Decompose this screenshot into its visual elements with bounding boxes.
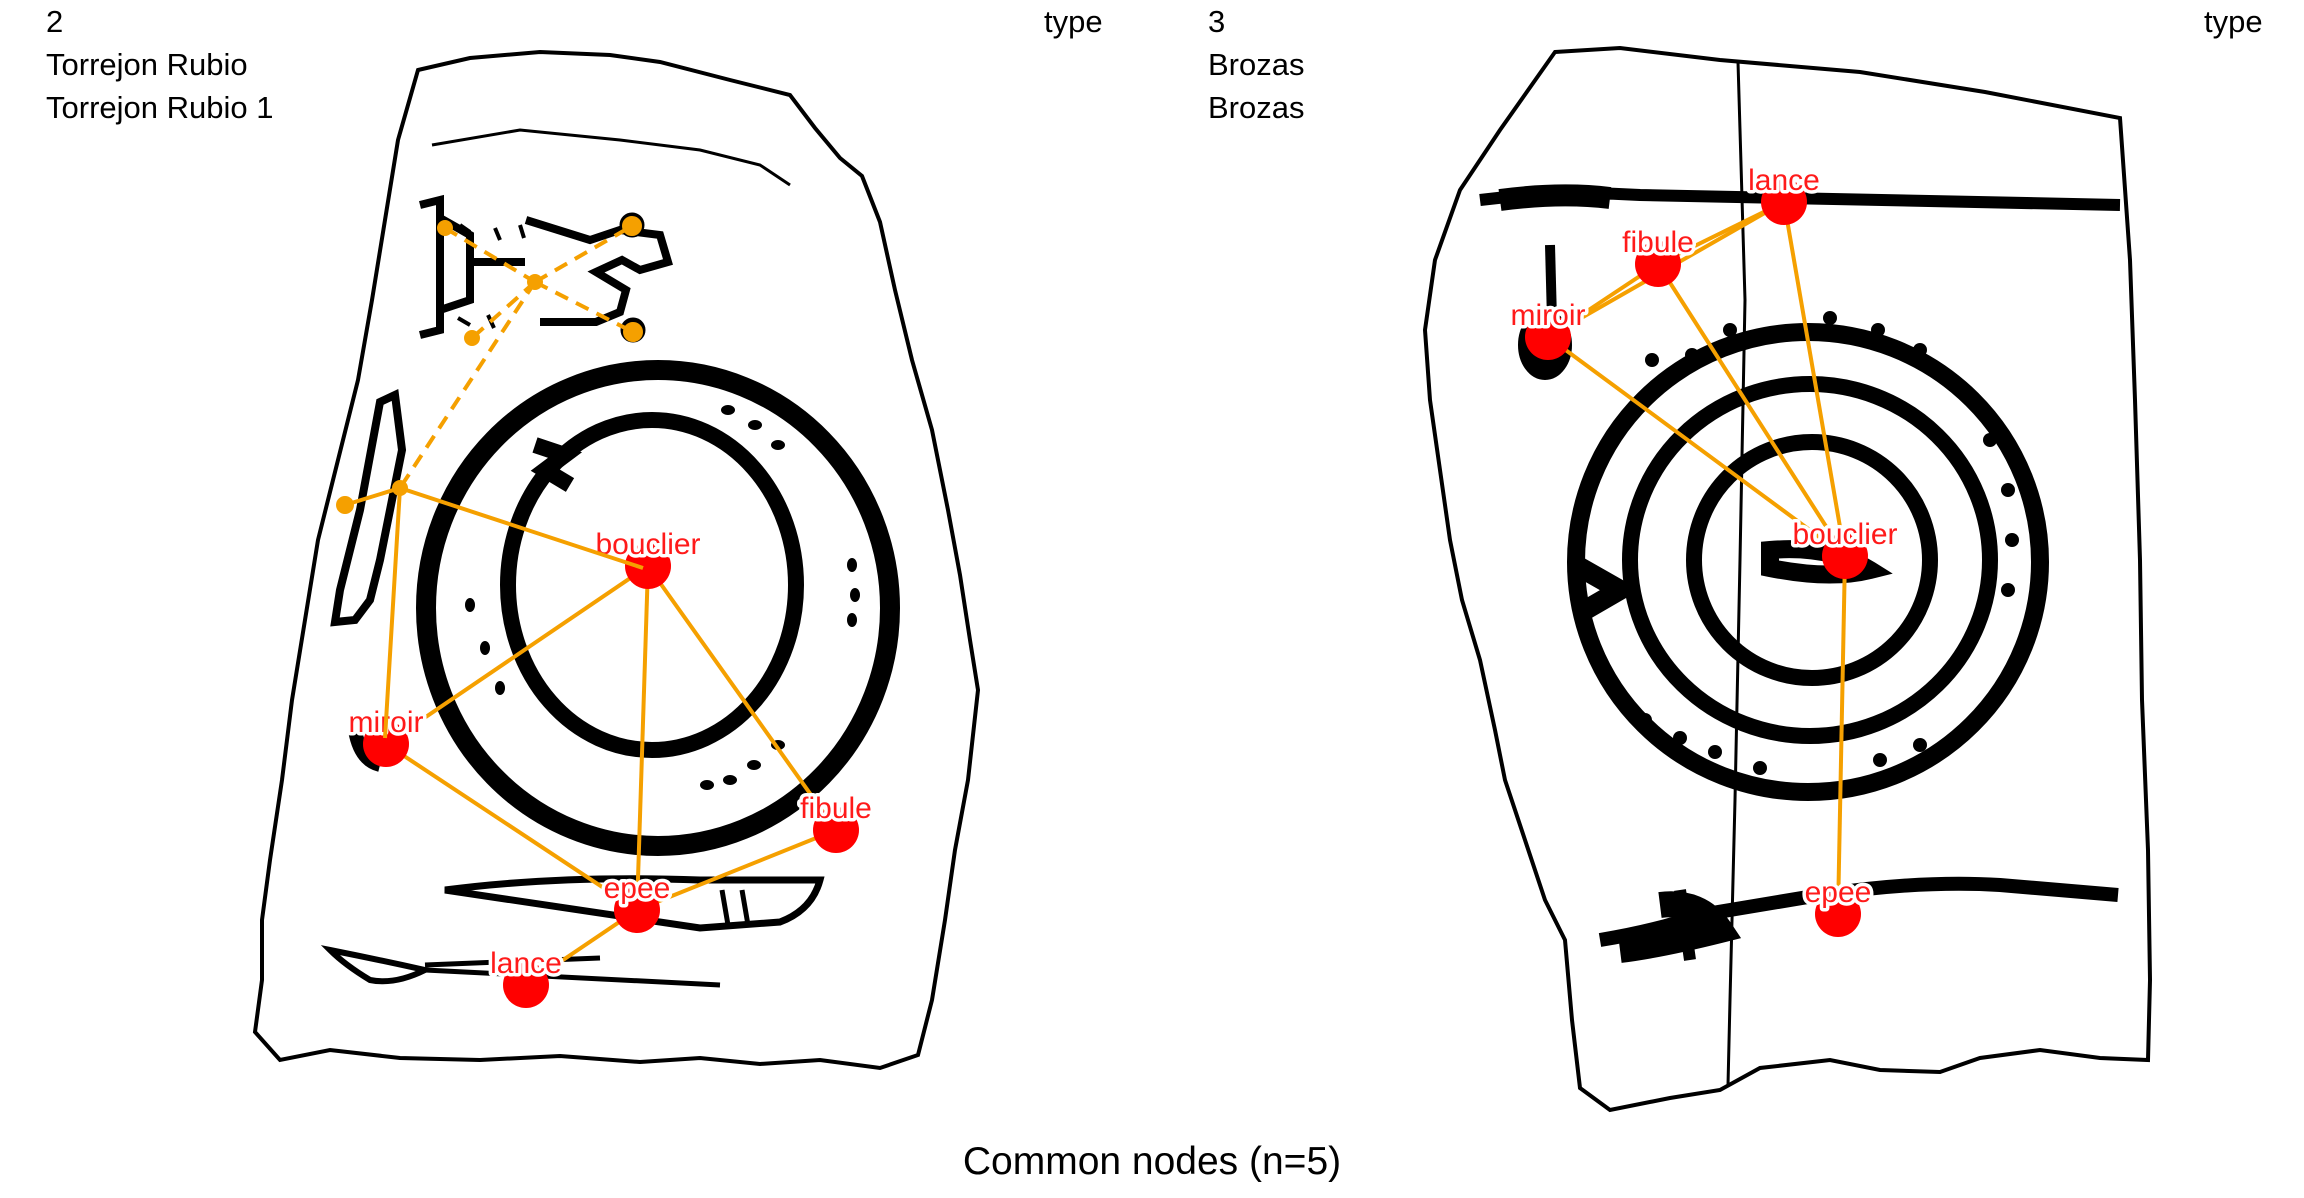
- left-node-miroir: [363, 721, 409, 767]
- right-node-label-epee: epee: [1805, 876, 1872, 909]
- right-node-lance: [1761, 179, 1807, 225]
- right-stele-name: Brozas: [1208, 90, 1305, 125]
- right-node-miroir: [1525, 314, 1571, 360]
- left-site-name: Torrejon Rubio: [46, 47, 248, 82]
- left-stele-drawing: [252, 49, 981, 1071]
- right-node-fibule: [1635, 241, 1681, 287]
- right-edges: [1546, 200, 1847, 915]
- caption: Common nodes (n=5): [962, 1140, 1342, 1183]
- right-node-label-miroir: miroir: [1511, 299, 1586, 332]
- right-edge-fibule-bouclier: [1656, 262, 1847, 558]
- right-node-label-fibule: fibule: [1622, 226, 1694, 259]
- left-node-label-bouclier: bouclier: [595, 528, 700, 561]
- left-node-label-epee: epee: [604, 872, 671, 905]
- left-node-epee: [614, 887, 660, 933]
- left-node-fibule: [813, 807, 859, 853]
- left-edge-fibule-epee: [636, 828, 837, 912]
- right-type-label: type: [2204, 4, 2263, 39]
- left-panel-number: 2: [46, 4, 64, 39]
- left-edge-miroir-epee: [384, 742, 639, 912]
- left-feature-skeleton: [336, 216, 644, 739]
- right-panel-number: 3: [1208, 4, 1226, 39]
- left-node-label-lance: lance: [490, 947, 562, 980]
- left-edges: [384, 564, 838, 987]
- left-type-label: type: [1044, 4, 1103, 39]
- right-node-label-bouclier: bouclier: [1792, 518, 1897, 551]
- right-nodes: lance fibule miroir bouclier epee: [1507, 161, 1901, 937]
- left-stele-name: Torrejon Rubio 1: [46, 90, 274, 125]
- right-node-epee: [1815, 891, 1861, 937]
- right-stele-outline: [1422, 45, 2153, 1113]
- left-stele-outline: [252, 49, 981, 1071]
- right-edge-lance-bouclier: [1782, 201, 1847, 557]
- right-header: 3 Brozas Brozas: [1208, 0, 1304, 129]
- left-header: 2 Torrejon Rubio Torrejon Rubio 1: [46, 0, 273, 129]
- left-edge-bouclier-miroir: [384, 564, 650, 746]
- right-node-bouclier: [1822, 533, 1868, 579]
- left-edge-bouclier-epee: [635, 565, 650, 911]
- right-site-name: Brozas: [1208, 47, 1305, 82]
- left-node-label-fibule: fibule: [800, 792, 872, 825]
- right-edge-bouclier-epee: [1836, 555, 1847, 915]
- left-node-bouclier: [625, 543, 671, 589]
- right-node-label-lance: lance: [1748, 164, 1820, 197]
- right-edge-miroir-bouclier: [1546, 335, 1847, 558]
- left-edge-bouclier-fibule: [646, 564, 838, 832]
- left-node-lance: [503, 962, 549, 1008]
